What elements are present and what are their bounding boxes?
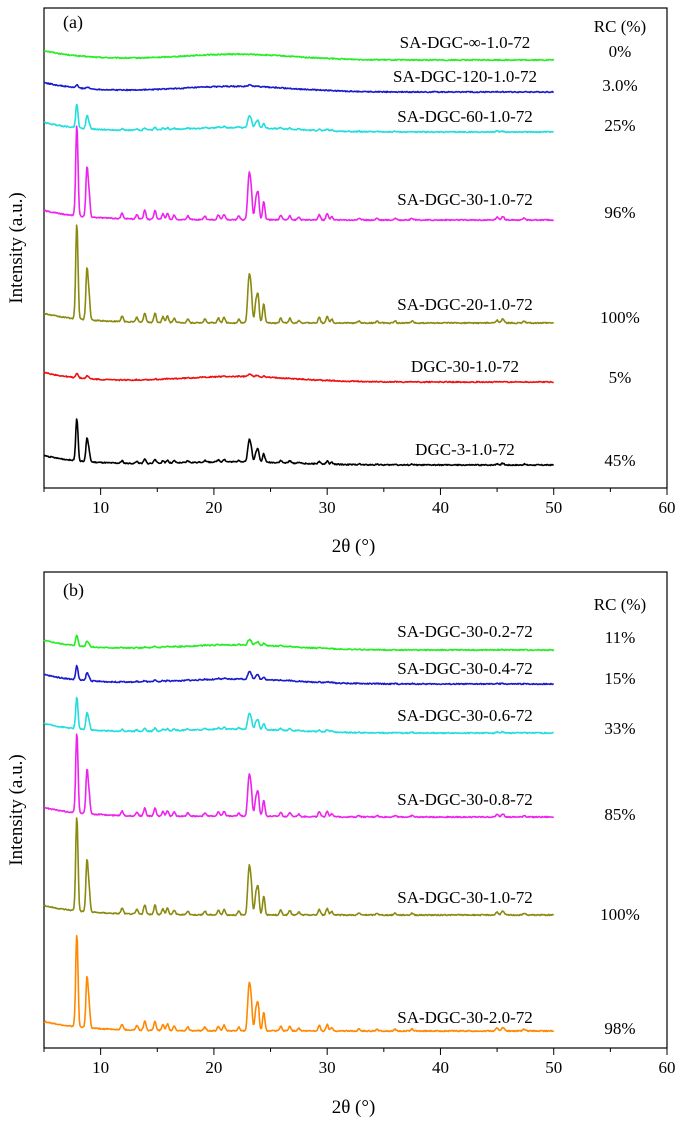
rc-header: RC (%) xyxy=(594,595,646,614)
series-line xyxy=(43,49,555,62)
series-line xyxy=(43,224,554,325)
x-tick-label: 40 xyxy=(432,1058,449,1077)
plot-frame xyxy=(43,571,668,1049)
series-line xyxy=(43,371,554,384)
series-label: SA-DGC-30-0.6-72 xyxy=(397,706,533,725)
rc-value: 15% xyxy=(604,669,635,688)
x-tick-label: 20 xyxy=(205,498,222,517)
x-tick-label: 30 xyxy=(319,498,336,517)
x-tick-label: 20 xyxy=(205,1058,222,1077)
x-tick-label: 50 xyxy=(545,1058,562,1077)
series-label: SA-DGC-30-1.0-72 xyxy=(397,888,533,907)
rc-value: 3.0% xyxy=(602,76,637,95)
series-label: SA-DGC-120-1.0-72 xyxy=(393,67,537,86)
rc-value: 0% xyxy=(609,42,632,61)
series-label: SA-DGC-30-1.0-72 xyxy=(397,190,533,209)
rc-value: 96% xyxy=(604,203,635,222)
rc-value: 25% xyxy=(604,116,635,135)
x-tick-label: 40 xyxy=(432,498,449,517)
series-line xyxy=(43,733,555,819)
x-tick-label: 30 xyxy=(319,1058,336,1077)
rc-value: 98% xyxy=(604,1019,635,1038)
rc-header: RC (%) xyxy=(594,17,646,36)
series-label: SA-DGC-30-2.0-72 xyxy=(397,1008,533,1027)
series-label: SA-DGC-∞-1.0-72 xyxy=(400,33,531,52)
series-line xyxy=(43,81,555,94)
series-label: SA-DGC-30-0.2-72 xyxy=(397,622,533,641)
panel-label: (b) xyxy=(63,580,84,601)
rc-value: 100% xyxy=(600,905,640,924)
rc-value: 33% xyxy=(604,719,635,738)
rc-value: 11% xyxy=(605,628,636,647)
series-line xyxy=(43,817,555,917)
series-label: DGC-3-1.0-72 xyxy=(415,440,515,459)
series-line xyxy=(43,696,555,735)
x-tick-label: 10 xyxy=(92,1058,109,1077)
y-axis-title: Intensity (a.u.) xyxy=(6,754,27,865)
rc-value: 100% xyxy=(600,308,640,327)
series-line xyxy=(43,418,554,467)
series-label: DGC-30-1.0-72 xyxy=(411,357,519,376)
series-line xyxy=(43,664,555,686)
rc-value: 5% xyxy=(609,368,632,387)
series-line xyxy=(43,103,554,134)
series-label: SA-DGC-30-0.8-72 xyxy=(397,790,533,809)
series-line xyxy=(43,634,555,652)
series-label: SA-DGC-60-1.0-72 xyxy=(397,107,533,126)
x-axis-title: 2θ (°) xyxy=(332,536,376,557)
rc-value: 45% xyxy=(604,451,635,470)
x-tick-label: 50 xyxy=(545,498,562,517)
x-axis-title: 2θ (°) xyxy=(332,1097,376,1118)
rc-value: 85% xyxy=(604,805,635,824)
y-axis-title: Intensity (a.u.) xyxy=(6,192,27,303)
x-tick-label: 60 xyxy=(659,1058,676,1077)
panel-label: (a) xyxy=(63,12,83,33)
series-label: SA-DGC-20-1.0-72 xyxy=(397,295,533,314)
plot-frame xyxy=(43,7,668,489)
series-line xyxy=(43,125,554,222)
panel-b: 10 20 30 40 50 60 2θ (°) Intensity (a.u.) (b) RC … xyxy=(6,571,676,1118)
panel-a: 10 20 30 40 50 60 2θ (°) Intensity (a.u.) (a) RC … xyxy=(6,7,676,557)
series-line xyxy=(43,934,555,1033)
x-tick-label: 60 xyxy=(659,498,676,517)
x-tick-label: 10 xyxy=(92,498,109,517)
series-label: SA-DGC-30-0.4-72 xyxy=(397,659,533,678)
